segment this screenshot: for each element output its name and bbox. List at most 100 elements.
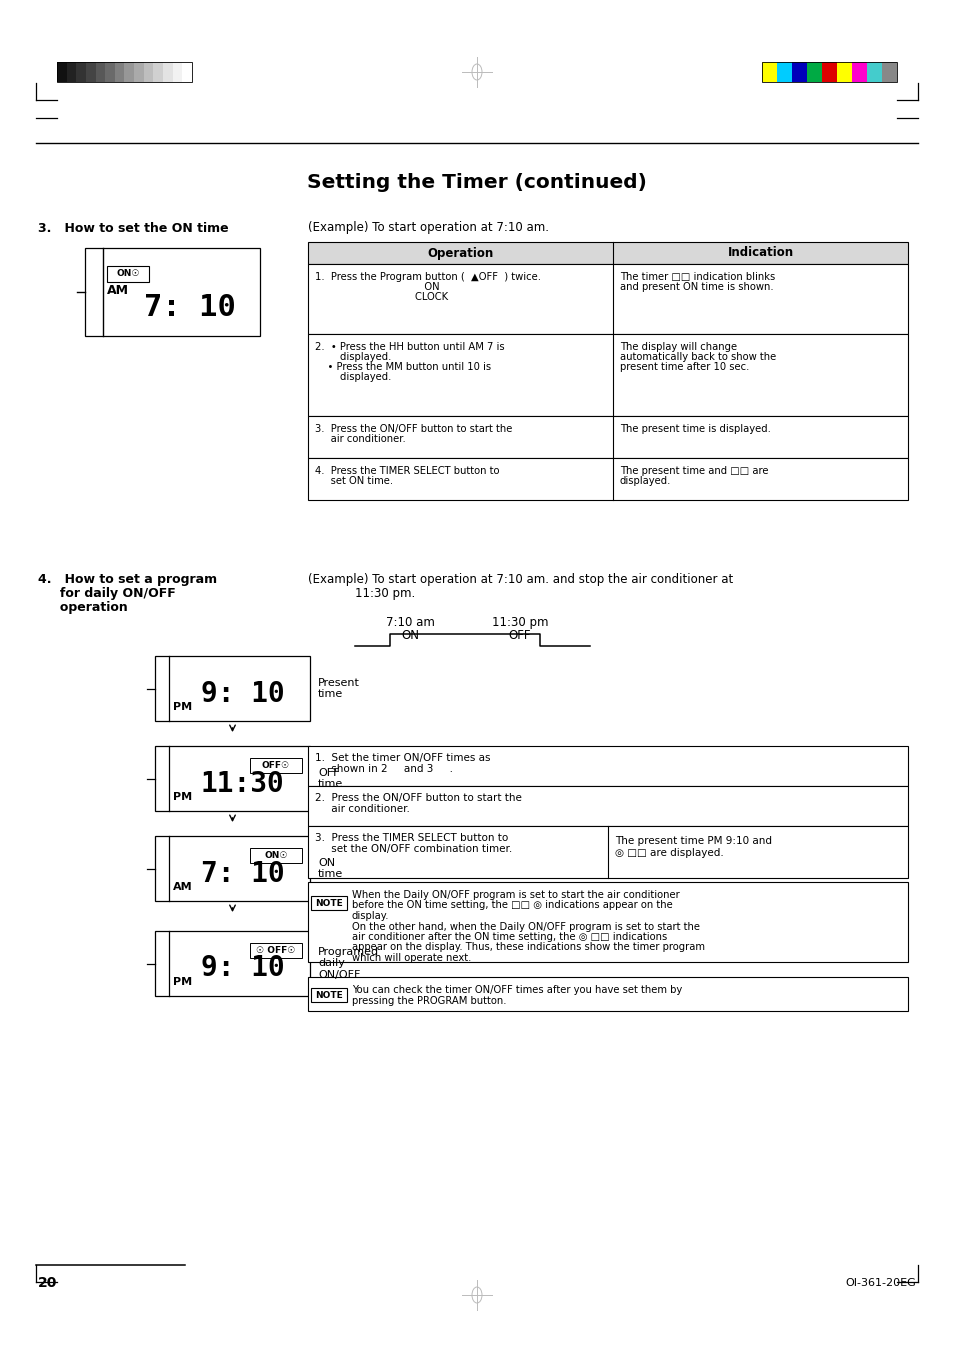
Text: present time after 10 sec.: present time after 10 sec. [619, 362, 749, 372]
Bar [154, 657, 310, 721]
Text: ON☉: ON☉ [264, 851, 288, 861]
Text: ON: ON [400, 630, 418, 642]
Bar [308, 242, 907, 263]
Text: The timer □□ indication blinks: The timer □□ indication blinks [619, 272, 775, 282]
Text: 4.   How to set a program: 4. How to set a program [38, 573, 217, 586]
Text: PM: PM [172, 703, 192, 712]
Bar [163, 62, 172, 82]
Bar [154, 836, 310, 901]
Bar [821, 62, 836, 82]
Text: The display will change: The display will change [619, 342, 737, 353]
Text: (Example) To start operation at 7:10 am.: (Example) To start operation at 7:10 am. [308, 222, 548, 235]
Text: and present ON time is shown.: and present ON time is shown. [619, 282, 773, 292]
Text: On the other hand, when the Daily ON/OFF program is set to start the: On the other hand, when the Daily ON/OFF… [352, 921, 700, 931]
Text: 3.  Press the TIMER SELECT button to: 3. Press the TIMER SELECT button to [314, 834, 508, 843]
Bar [308, 334, 907, 416]
Text: OFF: OFF [508, 630, 531, 642]
Text: 1.  Press the Program button (  ▲OFF  ) twice.: 1. Press the Program button ( ▲OFF ) twi… [314, 272, 540, 282]
Text: When the Daily ON/OFF program is set to start the air conditioner: When the Daily ON/OFF program is set to … [352, 890, 679, 900]
Text: 7: 10: 7: 10 [144, 293, 235, 323]
Text: appear on the display. Thus, these indications show the timer program: appear on the display. Thus, these indic… [352, 943, 704, 952]
Text: Indication: Indication [727, 246, 793, 259]
Text: Programed
daily
ON/OFF: Programed daily ON/OFF [317, 947, 378, 979]
Text: 3.  Press the ON/OFF button to start the: 3. Press the ON/OFF button to start the [314, 424, 512, 434]
Bar [86, 62, 95, 82]
Text: air conditioner.: air conditioner. [314, 434, 405, 444]
Bar [105, 62, 114, 82]
Text: You can check the timer ON/OFF times after you have set them by: You can check the timer ON/OFF times aft… [352, 985, 681, 994]
Text: OI-361-20EG: OI-361-20EG [844, 1278, 915, 1288]
Bar [308, 416, 907, 458]
Bar [806, 62, 821, 82]
Text: AM: AM [107, 284, 129, 296]
Bar [67, 62, 76, 82]
Bar [866, 62, 882, 82]
Bar [95, 62, 105, 82]
Text: Operation: Operation [427, 246, 493, 259]
Text: 11:30 pm.: 11:30 pm. [355, 586, 415, 600]
Text: air conditioner after the ON time setting, the ◎ □□ indications: air conditioner after the ON time settin… [352, 932, 666, 942]
Bar [851, 62, 866, 82]
Text: ☉ OFF☉: ☉ OFF☉ [256, 946, 295, 955]
Bar [836, 62, 851, 82]
Text: displayed.: displayed. [314, 372, 391, 382]
Bar [76, 62, 86, 82]
Bar [311, 988, 347, 1002]
Text: NOTE: NOTE [314, 990, 342, 1000]
Text: for daily ON/OFF: for daily ON/OFF [38, 586, 175, 600]
Text: before the ON time setting, the □□ ◎ indications appear on the: before the ON time setting, the □□ ◎ ind… [352, 901, 672, 911]
Text: operation: operation [38, 601, 128, 613]
Bar [308, 825, 907, 878]
Bar [308, 786, 907, 825]
Bar [761, 62, 776, 82]
Bar [153, 62, 163, 82]
Text: 2.  • Press the HH button until AM 7 is: 2. • Press the HH button until AM 7 is [314, 342, 504, 353]
Text: AM: AM [172, 882, 193, 892]
Bar [250, 848, 302, 863]
Bar [308, 882, 907, 962]
Bar [114, 62, 125, 82]
Bar [182, 62, 192, 82]
Text: set ON time.: set ON time. [314, 476, 393, 486]
Bar [134, 62, 144, 82]
Bar [882, 62, 896, 82]
Bar [308, 263, 907, 334]
Bar [311, 896, 347, 911]
Text: 7:10 am: 7:10 am [385, 616, 434, 630]
Text: ON☉: ON☉ [116, 269, 139, 278]
Text: 1.  Set the timer ON/OFF times as: 1. Set the timer ON/OFF times as [314, 753, 490, 763]
Bar [57, 62, 192, 82]
Text: PM: PM [172, 977, 192, 988]
Text: • Press the MM button until 10 is: • Press the MM button until 10 is [314, 362, 491, 372]
Text: 11:30 pm: 11:30 pm [491, 616, 548, 630]
Text: 20: 20 [38, 1275, 57, 1290]
Bar [154, 931, 310, 996]
Text: The present time PM 9:10 and: The present time PM 9:10 and [615, 836, 771, 846]
Text: set the ON/OFF combination timer.: set the ON/OFF combination timer. [314, 844, 512, 854]
Text: PM: PM [172, 792, 192, 802]
Text: display.: display. [352, 911, 389, 921]
Text: Setting the Timer (continued): Setting the Timer (continued) [307, 173, 646, 192]
Bar [308, 746, 907, 786]
Bar [125, 62, 134, 82]
Text: (Example) To start operation at 7:10 am. and stop the air conditioner at: (Example) To start operation at 7:10 am.… [308, 573, 733, 586]
Text: 7: 10: 7: 10 [200, 859, 284, 888]
Text: The present time is displayed.: The present time is displayed. [619, 424, 770, 434]
Bar [791, 62, 806, 82]
Text: shown in 2     and 3     .: shown in 2 and 3 . [314, 765, 453, 774]
Text: NOTE: NOTE [314, 898, 342, 908]
Bar [250, 943, 302, 958]
Text: Present
time: Present time [317, 678, 359, 700]
Text: pressing the PROGRAM button.: pressing the PROGRAM button. [352, 996, 506, 1006]
Text: 9: 10: 9: 10 [200, 680, 284, 708]
Bar [154, 746, 310, 811]
Text: 2.  Press the ON/OFF button to start the: 2. Press the ON/OFF button to start the [314, 793, 521, 802]
Text: OFF☉: OFF☉ [262, 761, 290, 770]
Bar [144, 62, 153, 82]
Bar [308, 458, 907, 500]
Bar [761, 62, 896, 82]
Bar [776, 62, 791, 82]
Text: 9: 10: 9: 10 [200, 955, 284, 982]
Text: displayed.: displayed. [314, 353, 391, 362]
Text: The present time and □□ are: The present time and □□ are [619, 466, 768, 476]
